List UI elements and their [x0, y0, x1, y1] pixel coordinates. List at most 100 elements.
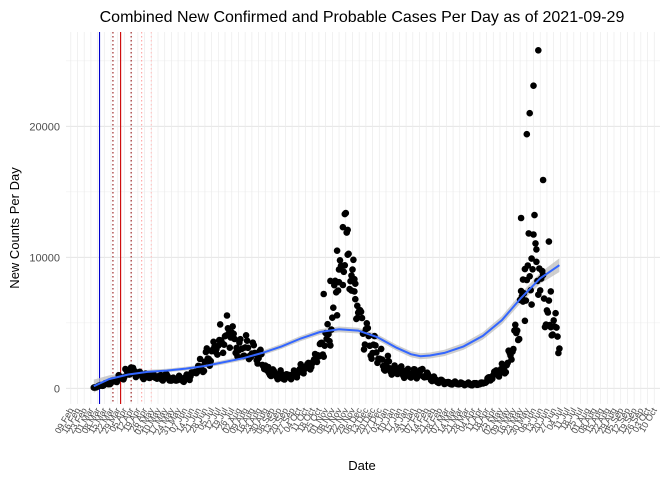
case-point	[230, 330, 237, 338]
case-point	[539, 176, 547, 184]
case-point	[243, 337, 251, 345]
case-point	[553, 324, 560, 331]
case-point	[411, 366, 419, 373]
case-point	[226, 344, 234, 352]
case-point	[242, 332, 250, 339]
case-point	[333, 247, 341, 254]
case-point	[521, 317, 529, 325]
case-point	[556, 345, 563, 352]
case-point	[350, 256, 357, 264]
case-point	[219, 349, 227, 357]
case-point	[196, 355, 204, 363]
case-point	[231, 335, 238, 343]
case-point	[341, 210, 349, 218]
case-point	[333, 312, 341, 319]
case-point	[216, 321, 224, 328]
case-point	[519, 276, 527, 283]
case-point	[510, 345, 517, 353]
case-point	[360, 346, 368, 353]
case-point	[320, 353, 328, 361]
smooth-curve	[93, 264, 560, 388]
case-point	[385, 358, 393, 365]
case-point	[508, 356, 515, 363]
case-point	[529, 266, 536, 273]
case-point	[552, 309, 559, 317]
case-point	[526, 273, 533, 280]
y-tick-label: 20000	[29, 121, 60, 133]
smooth-line	[93, 264, 560, 388]
case-point	[536, 287, 544, 294]
case-point	[357, 308, 365, 316]
case-point	[522, 297, 530, 304]
case-point	[348, 272, 355, 279]
case-point	[358, 314, 366, 322]
case-point	[554, 333, 561, 340]
case-point	[341, 262, 349, 269]
case-point	[336, 257, 344, 264]
case-point	[533, 258, 540, 266]
case-point	[207, 357, 214, 365]
case-point	[340, 268, 348, 276]
case-point	[210, 338, 217, 346]
case-point	[515, 335, 523, 343]
case-point	[344, 226, 352, 234]
case-point	[352, 280, 359, 288]
data-points	[90, 47, 563, 391]
case-point	[528, 255, 535, 262]
y-axis-ticks: 0 10000 20000	[29, 121, 60, 395]
case-point	[372, 342, 379, 349]
case-point	[377, 345, 385, 353]
case-point	[550, 317, 557, 324]
case-point	[530, 231, 537, 238]
case-point	[327, 277, 334, 285]
chart-title: Combined New Confirmed and Probable Case…	[100, 9, 625, 26]
case-point	[368, 355, 375, 363]
case-point	[250, 341, 258, 349]
case-point	[530, 82, 537, 89]
case-point	[517, 214, 525, 222]
case-point	[334, 287, 342, 294]
case-point	[229, 323, 236, 330]
case-point	[324, 320, 331, 328]
case-point	[351, 288, 358, 295]
case-point	[330, 304, 337, 312]
y-tick-label: 10000	[29, 252, 60, 264]
case-point	[521, 265, 529, 273]
case-point	[327, 342, 334, 349]
grid	[66, 32, 660, 404]
case-point	[545, 297, 553, 304]
case-point	[547, 288, 555, 295]
case-point	[545, 238, 553, 245]
case-point	[528, 301, 535, 308]
case-point	[339, 223, 347, 231]
case-point	[544, 309, 552, 316]
case-point	[320, 290, 328, 298]
reference-lines	[98, 32, 152, 404]
case-point	[512, 321, 519, 329]
case-point	[214, 351, 221, 358]
case-point	[313, 358, 321, 366]
case-point	[354, 314, 361, 322]
case-point	[349, 266, 356, 273]
case-point	[502, 368, 510, 376]
case-point	[321, 342, 329, 350]
case-point	[535, 47, 542, 54]
y-axis-title: New Counts Per Day	[7, 167, 22, 289]
case-point	[200, 367, 208, 375]
case-point	[532, 240, 539, 247]
case-point	[404, 365, 412, 373]
case-point	[223, 312, 231, 319]
case-point	[244, 344, 252, 352]
case-point	[384, 352, 392, 360]
case-point	[531, 211, 538, 219]
case-point	[364, 324, 372, 332]
case-point	[354, 302, 361, 310]
x-axis-title: Date	[348, 458, 375, 473]
case-point	[513, 327, 521, 334]
case-point	[335, 278, 343, 286]
case-point	[344, 251, 352, 258]
case-point	[526, 109, 533, 117]
case-point	[419, 365, 426, 373]
